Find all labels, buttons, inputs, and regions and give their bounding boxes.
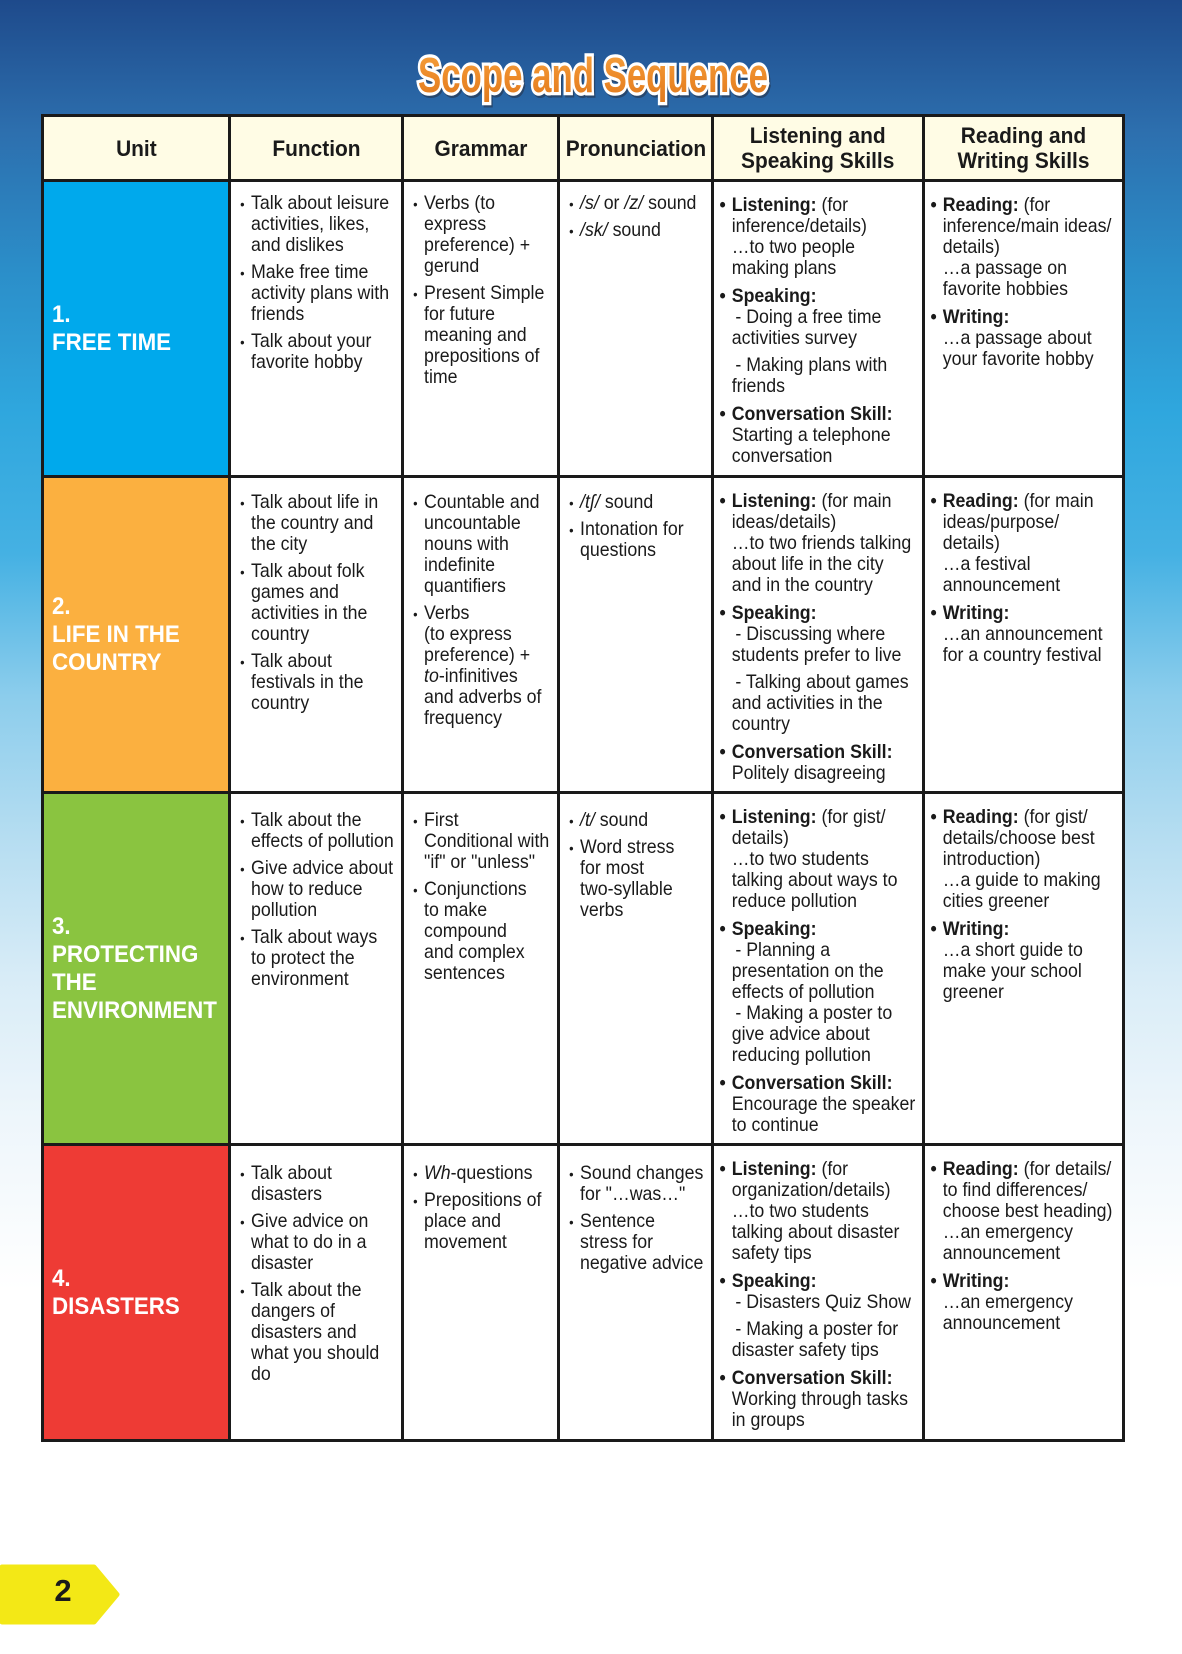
svg-text:2: 2 [54, 1573, 71, 1608]
svg-text:Scope and Sequence: Scope and Sequence [420, 52, 770, 106]
svg-text:Scope and Sequence: Scope and Sequence [418, 49, 768, 103]
